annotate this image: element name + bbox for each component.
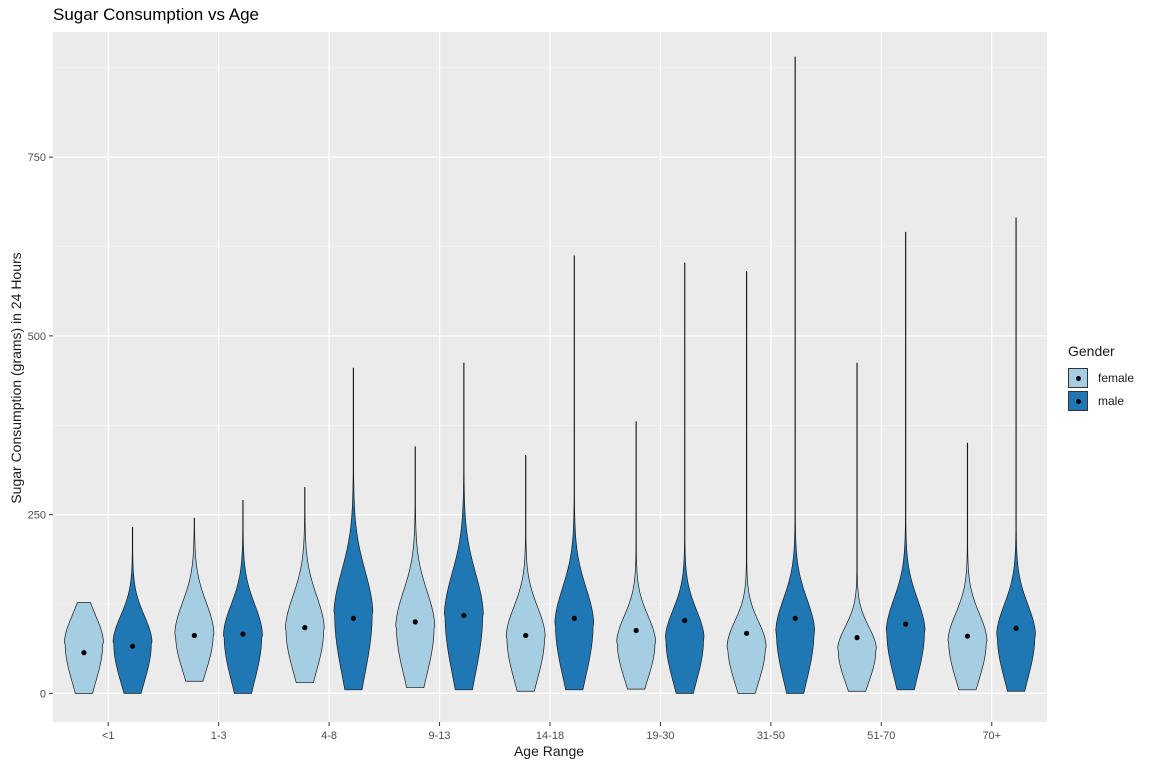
violin-female-1	[174, 517, 215, 682]
x-tick-label: 14-18	[536, 730, 564, 742]
x-tick-label: 70+	[982, 730, 1001, 742]
mean-point-male-4	[571, 615, 577, 621]
y-tick-label: 500	[28, 331, 46, 343]
x-tick-label: 9-13	[429, 730, 451, 742]
violin-male-4	[554, 255, 595, 691]
violin-male-8	[996, 217, 1036, 692]
legend-item-female: female	[1068, 367, 1134, 389]
mean-point-female-4	[523, 632, 529, 639]
violin-male-3	[444, 362, 484, 691]
violin-male-1	[223, 499, 263, 694]
x-tick-label: 1-3	[211, 730, 227, 742]
violin-male-5	[665, 262, 705, 694]
mean-point-female-0	[81, 650, 87, 656]
mean-point-male-2	[350, 615, 357, 621]
violin-male-7	[885, 231, 926, 691]
x-tick-label: 19-30	[646, 730, 674, 742]
mean-point-male-8	[1013, 625, 1019, 631]
violin-female-4	[505, 454, 546, 692]
violin-female-5	[616, 421, 656, 690]
y-tick-label: 0	[40, 688, 46, 700]
legend-item-male: male	[1068, 390, 1124, 412]
x-tick-label: <1	[102, 730, 115, 742]
x-axis-label: Age Range	[513, 743, 585, 759]
mean-point-male-1	[240, 631, 246, 637]
legend-key-female	[1068, 368, 1088, 388]
mean-point-female-1	[191, 632, 197, 639]
violin-male-6	[775, 56, 815, 694]
x-tick-label: 4-8	[321, 730, 337, 742]
violin-male-0	[112, 527, 153, 694]
violin-female-7	[837, 362, 877, 692]
mean-point-female-6	[743, 630, 750, 636]
mean-point-male-5	[682, 617, 688, 624]
legend-key-male	[1068, 391, 1088, 411]
mean-point-female-2	[302, 625, 308, 631]
mean-point-male-0	[129, 643, 136, 649]
x-tick-label: 51-70	[867, 730, 895, 742]
mean-point-female-5	[633, 627, 639, 634]
violin-female-8	[947, 442, 988, 691]
violin-female-0	[64, 602, 104, 694]
violin-female-6	[726, 271, 767, 694]
y-tick-label: 750	[28, 152, 46, 164]
legend-title: Gender	[1068, 343, 1115, 359]
legend-label-male: male	[1098, 394, 1125, 408]
violin-female-2	[284, 487, 325, 684]
legend-label-female: female	[1098, 371, 1135, 385]
violin-female-3	[395, 446, 436, 689]
mean-point-female-8	[964, 633, 971, 639]
mean-point-female-7	[854, 635, 860, 641]
violin-male-2	[333, 367, 374, 691]
mean-point-male-6	[792, 615, 798, 621]
chart-title: Sugar Consumption vs Age	[53, 5, 260, 24]
y-tick-label: 250	[28, 510, 46, 522]
mean-point-male-7	[903, 621, 909, 627]
mean-point-female-3	[412, 619, 418, 625]
mean-point-male-3	[461, 612, 467, 619]
x-tick-label: 31-50	[757, 730, 785, 742]
